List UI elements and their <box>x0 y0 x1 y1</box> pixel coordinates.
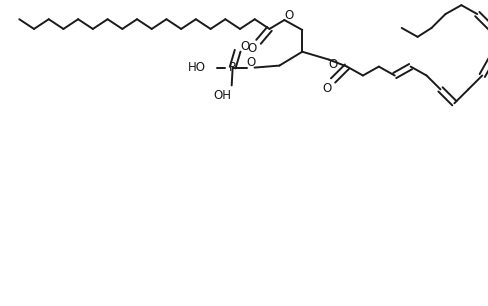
Text: O: O <box>245 56 255 69</box>
Text: O: O <box>240 40 249 53</box>
Text: OH: OH <box>213 89 231 102</box>
Text: O: O <box>322 82 331 95</box>
Text: HO: HO <box>187 61 205 74</box>
Text: O: O <box>284 9 293 21</box>
Text: P: P <box>229 61 236 74</box>
Text: O: O <box>328 58 337 71</box>
Text: O: O <box>246 42 256 55</box>
